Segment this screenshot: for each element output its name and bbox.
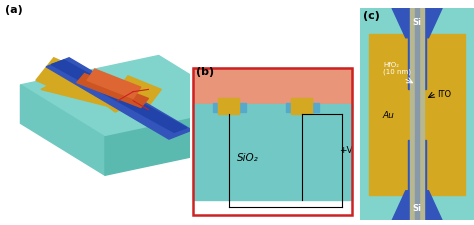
Polygon shape bbox=[20, 56, 243, 137]
Polygon shape bbox=[51, 61, 187, 133]
Text: (c): (c) bbox=[363, 11, 379, 21]
Polygon shape bbox=[41, 81, 130, 108]
Bar bbox=[291, 99, 312, 114]
Bar bbox=[193, 68, 352, 108]
Text: +V: +V bbox=[339, 145, 353, 154]
Bar bbox=[218, 99, 239, 114]
Polygon shape bbox=[46, 58, 192, 140]
Bar bbox=[286, 104, 319, 113]
Bar bbox=[213, 104, 246, 113]
Polygon shape bbox=[105, 108, 243, 176]
Bar bbox=[410, 9, 424, 220]
Polygon shape bbox=[113, 76, 161, 110]
Polygon shape bbox=[36, 58, 90, 97]
Polygon shape bbox=[41, 68, 77, 92]
Text: SiO₂: SiO₂ bbox=[237, 152, 258, 162]
Bar bbox=[193, 105, 352, 200]
Polygon shape bbox=[87, 70, 141, 99]
Text: HfO₂
(10 nm): HfO₂ (10 nm) bbox=[383, 61, 411, 75]
Text: Si: Si bbox=[413, 18, 421, 26]
Bar bbox=[415, 9, 419, 220]
Polygon shape bbox=[408, 140, 426, 191]
Polygon shape bbox=[41, 68, 130, 94]
Bar bbox=[369, 34, 465, 195]
Text: (a): (a) bbox=[5, 4, 23, 14]
Text: Si: Si bbox=[413, 203, 421, 212]
Polygon shape bbox=[77, 74, 148, 108]
Text: ITO: ITO bbox=[438, 89, 452, 98]
Text: (b): (b) bbox=[196, 67, 214, 77]
Polygon shape bbox=[392, 9, 442, 39]
Text: Au: Au bbox=[383, 110, 395, 119]
Polygon shape bbox=[97, 90, 136, 112]
Polygon shape bbox=[20, 86, 105, 176]
Polygon shape bbox=[392, 191, 442, 220]
Polygon shape bbox=[408, 39, 426, 89]
